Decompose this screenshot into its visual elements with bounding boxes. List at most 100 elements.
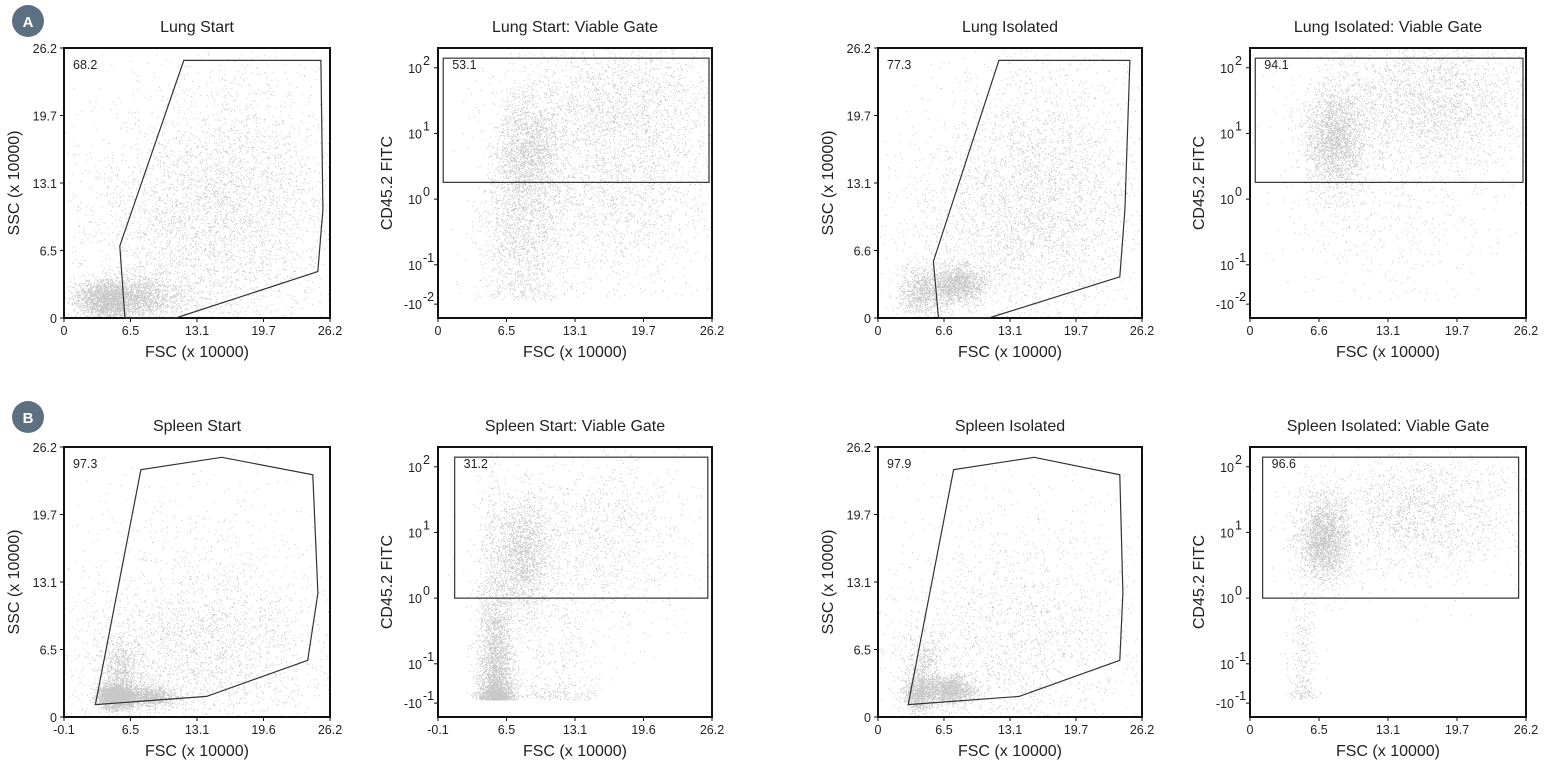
y-tick-label: 10 bbox=[408, 526, 422, 540]
y-tick-label: 6.5 bbox=[40, 245, 57, 259]
x-axis-ticks: -0.1 6.5 13.1 19.6 26.2 bbox=[53, 717, 342, 737]
y-axis-label: SSC (x 10000) bbox=[6, 530, 23, 635]
plot-5: Spleen Start 97.3 -0.1 6.5 13.1 19.6 26.2 FSC (… bbox=[6, 418, 342, 760]
event-density bbox=[451, 49, 712, 302]
plot-title: Spleen Start bbox=[153, 418, 242, 435]
x-tick-label: 26.2 bbox=[318, 324, 342, 338]
x-axis-label: FSC (x 10000) bbox=[958, 344, 1062, 361]
event-density bbox=[1252, 49, 1526, 302]
x-tick-label: 13.1 bbox=[185, 324, 209, 338]
plot-title: Spleen Start: Viable Gate bbox=[485, 418, 665, 435]
x-tick-label: 19.7 bbox=[1064, 324, 1088, 338]
x-tick-label: 0 bbox=[435, 324, 442, 338]
plot-frame bbox=[877, 47, 1143, 319]
y-tick-exponent: -1 bbox=[423, 689, 434, 703]
plots-group: Lung Start 68.2 0 6.5 13.1 19.7 26.2 FSC (x 100… bbox=[6, 19, 1538, 760]
y-tick-exponent: -1 bbox=[1235, 251, 1246, 265]
y-tick-exponent: -2 bbox=[1235, 290, 1246, 304]
y-tick-exponent: -1 bbox=[423, 251, 434, 265]
x-tick-label: 6.6 bbox=[1310, 324, 1327, 338]
gate-polygon[interactable] bbox=[94, 456, 319, 706]
gate-polygon[interactable] bbox=[932, 59, 1131, 319]
plot-3: Lung Isolated 77.3 0 6.6 13.1 19.7 26.2 FSC (x … bbox=[820, 19, 1154, 361]
plot-frame bbox=[437, 47, 713, 319]
y-axis-ticks: 0 6.5 13.1 19.7 26.2 bbox=[33, 441, 64, 725]
x-tick-label: 19.6 bbox=[631, 723, 655, 737]
y-tick-exponent: 0 bbox=[423, 584, 430, 598]
gate-rectangle[interactable] bbox=[1262, 456, 1520, 599]
y-tick-label: 10 bbox=[408, 62, 422, 76]
event-density bbox=[448, 448, 712, 701]
x-axis-label: FSC (x 10000) bbox=[145, 743, 249, 760]
y-tick-label: 26.2 bbox=[33, 441, 57, 455]
y-tick-exponent: -2 bbox=[423, 290, 434, 304]
y-tick-label: 0 bbox=[864, 312, 871, 326]
gate-rectangle[interactable] bbox=[442, 57, 710, 183]
y-tick-label: 19.7 bbox=[33, 509, 57, 523]
y-tick-label: 10 bbox=[408, 461, 422, 475]
x-tick-label: 26.2 bbox=[1130, 324, 1154, 338]
plot-title: Lung Isolated: Viable Gate bbox=[1294, 19, 1482, 36]
y-tick-label: 10 bbox=[1220, 127, 1234, 141]
x-axis-ticks: 0 6.6 13.1 19.7 26.2 bbox=[1247, 318, 1538, 338]
y-axis-label: SSC (x 10000) bbox=[6, 131, 23, 236]
x-tick-label: 26.2 bbox=[1514, 723, 1538, 737]
y-axis-label: SSC (x 10000) bbox=[820, 530, 837, 635]
gate-polygon[interactable] bbox=[119, 59, 324, 319]
x-tick-label: 0 bbox=[875, 324, 882, 338]
event-dots bbox=[448, 448, 712, 701]
gate-rectangle[interactable] bbox=[1254, 57, 1524, 183]
plot-2: Lung Start: Viable Gate 53.1 0 6.5 13.1 19.7 2… bbox=[379, 19, 724, 361]
x-axis-label: FSC (x 10000) bbox=[1336, 743, 1440, 760]
y-tick-exponent: 1 bbox=[1235, 518, 1242, 532]
x-tick-label: 19.7 bbox=[1445, 723, 1469, 737]
x-tick-label: 19.7 bbox=[1445, 324, 1469, 338]
y-tick-label: 10 bbox=[408, 658, 422, 672]
y-tick-label: 19.7 bbox=[33, 110, 57, 124]
event-density bbox=[879, 449, 1142, 717]
y-tick-label: 0 bbox=[50, 711, 57, 725]
x-tick-label: 26.2 bbox=[700, 324, 724, 338]
y-tick-exponent: 0 bbox=[423, 185, 430, 199]
x-axis-label: FSC (x 10000) bbox=[1336, 344, 1440, 361]
gate-percent: 97.3 bbox=[73, 457, 97, 471]
gate-percent: 96.6 bbox=[1272, 457, 1296, 471]
y-tick-label: 26.2 bbox=[847, 441, 871, 455]
y-tick-label: 6.5 bbox=[40, 644, 57, 658]
y-tick-exponent: 0 bbox=[1235, 584, 1242, 598]
gate-percent: 31.2 bbox=[464, 457, 488, 471]
y-axis-label: CD45.2 FITC bbox=[379, 136, 396, 230]
event-dots bbox=[65, 448, 330, 717]
x-tick-label: 13.1 bbox=[563, 723, 587, 737]
event-dots bbox=[65, 50, 330, 319]
gate-polygon[interactable] bbox=[907, 456, 1124, 706]
x-tick-label: 26.2 bbox=[318, 723, 342, 737]
y-axis-ticks: 0 6.5 13.1 19.7 26.2 bbox=[33, 42, 64, 326]
y-tick-label: -10 bbox=[1216, 697, 1234, 711]
panel-badge-a: A bbox=[12, 5, 44, 37]
event-density bbox=[65, 50, 330, 319]
x-tick-label: 0 bbox=[1247, 324, 1254, 338]
x-tick-label: 6.5 bbox=[498, 324, 515, 338]
plot-title: Lung Start: Viable Gate bbox=[492, 19, 658, 36]
x-tick-label: 0 bbox=[1247, 723, 1254, 737]
y-tick-label: 19.7 bbox=[847, 110, 871, 124]
y-tick-label: 19.7 bbox=[847, 509, 871, 523]
x-axis-label: FSC (x 10000) bbox=[958, 743, 1062, 760]
plot-frame bbox=[63, 47, 331, 319]
event-dots bbox=[451, 49, 712, 302]
y-axis-ticks: 0 6.5 13.1 19.7 26.2 bbox=[847, 441, 878, 725]
y-tick-label: 13.1 bbox=[33, 177, 57, 191]
y-axis-label: CD45.2 FITC bbox=[1191, 136, 1208, 230]
y-tick-exponent: 2 bbox=[1235, 453, 1242, 467]
plot-title: Spleen Isolated: Viable Gate bbox=[1287, 418, 1490, 435]
y-tick-label: 13.1 bbox=[847, 576, 871, 590]
gate-rectangle[interactable] bbox=[454, 456, 709, 599]
y-tick-label: 10 bbox=[1220, 658, 1234, 672]
y-tick-exponent: 1 bbox=[423, 518, 430, 532]
y-tick-label: 10 bbox=[408, 127, 422, 141]
y-tick-label: -10 bbox=[1216, 298, 1234, 312]
